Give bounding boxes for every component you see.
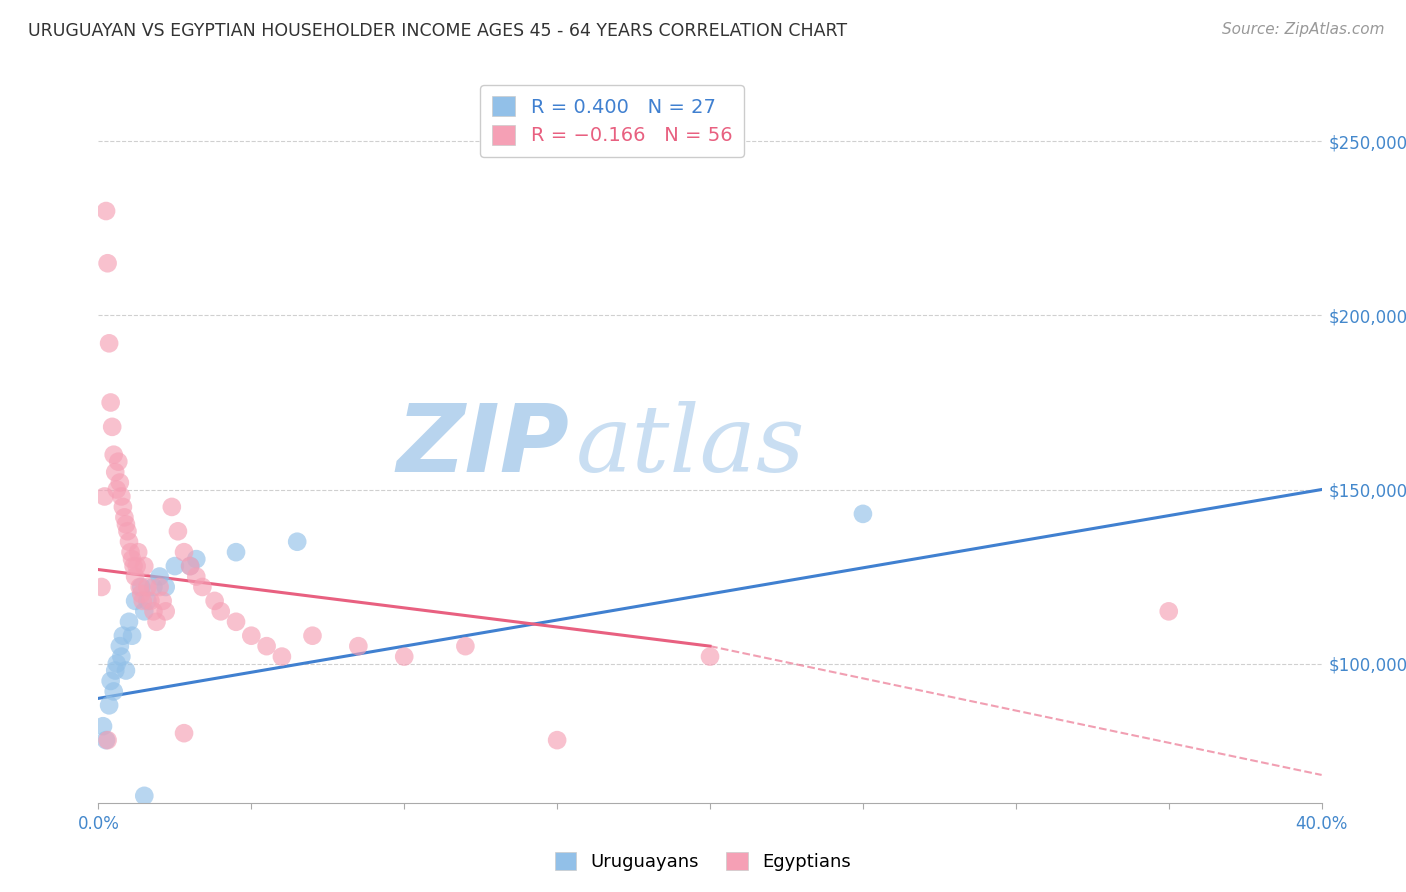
- Point: [121, 629, 143, 643]
- Point: [98, 336, 121, 351]
- Point: [699, 649, 721, 664]
- Point: [191, 580, 214, 594]
- Point: [108, 639, 131, 653]
- Point: [392, 649, 416, 664]
- Point: [110, 649, 132, 664]
- Point: [240, 629, 263, 643]
- Point: [94, 733, 117, 747]
- Point: [179, 559, 201, 574]
- Point: [100, 673, 122, 688]
- Point: [104, 664, 127, 678]
- Point: [129, 587, 152, 601]
- Point: [301, 629, 323, 643]
- Point: [98, 698, 121, 713]
- Point: [97, 733, 120, 747]
- Point: [139, 594, 162, 608]
- Text: ZIP: ZIP: [396, 400, 569, 492]
- Point: [186, 569, 208, 583]
- Point: [118, 615, 141, 629]
- Point: [129, 580, 152, 594]
- Point: [173, 545, 195, 559]
- Point: [128, 580, 150, 594]
- Point: [105, 483, 128, 497]
- Point: [173, 726, 195, 740]
- Point: [132, 594, 155, 608]
- Point: [90, 580, 112, 594]
- Point: [149, 580, 172, 594]
- Point: [100, 395, 122, 409]
- Point: [270, 649, 294, 664]
- Point: [101, 420, 124, 434]
- Point: [204, 594, 226, 608]
- Point: [167, 524, 190, 539]
- Legend: R = 0.400   N = 27, R = −0.166   N = 56: R = 0.400 N = 27, R = −0.166 N = 56: [481, 85, 744, 157]
- Point: [256, 639, 278, 653]
- Point: [104, 465, 127, 479]
- Point: [152, 594, 174, 608]
- Point: [134, 559, 156, 574]
- Point: [93, 490, 115, 504]
- Point: [91, 719, 114, 733]
- Point: [145, 615, 167, 629]
- Point: [1157, 604, 1180, 618]
- Point: [115, 664, 138, 678]
- Point: [546, 733, 568, 747]
- Legend: Uruguayans, Egyptians: Uruguayans, Egyptians: [547, 845, 859, 879]
- Point: [103, 684, 125, 698]
- Point: [118, 534, 141, 549]
- Point: [136, 580, 159, 594]
- Point: [186, 552, 208, 566]
- Point: [142, 580, 165, 594]
- Point: [108, 475, 131, 490]
- Point: [134, 604, 156, 618]
- Point: [454, 639, 477, 653]
- Point: [103, 448, 125, 462]
- Point: [127, 545, 149, 559]
- Point: [120, 545, 142, 559]
- Point: [111, 500, 134, 514]
- Point: [347, 639, 370, 653]
- Point: [112, 510, 135, 524]
- Point: [225, 545, 247, 559]
- Point: [94, 204, 117, 219]
- Point: [225, 615, 247, 629]
- Point: [179, 559, 201, 574]
- Point: [107, 455, 129, 469]
- Point: [155, 580, 177, 594]
- Point: [122, 559, 145, 574]
- Point: [105, 657, 128, 671]
- Point: [124, 594, 146, 608]
- Point: [134, 789, 156, 803]
- Point: [121, 552, 143, 566]
- Point: [125, 559, 148, 574]
- Point: [149, 569, 172, 583]
- Text: atlas: atlas: [575, 401, 806, 491]
- Point: [155, 604, 177, 618]
- Point: [111, 629, 134, 643]
- Point: [142, 604, 165, 618]
- Point: [97, 256, 120, 270]
- Point: [117, 524, 139, 539]
- Point: [160, 500, 183, 514]
- Point: [163, 559, 186, 574]
- Point: [124, 569, 146, 583]
- Point: [285, 534, 308, 549]
- Point: [209, 604, 232, 618]
- Point: [110, 490, 132, 504]
- Point: [115, 517, 138, 532]
- Point: [852, 507, 875, 521]
- Text: Source: ZipAtlas.com: Source: ZipAtlas.com: [1222, 22, 1385, 37]
- Text: URUGUAYAN VS EGYPTIAN HOUSEHOLDER INCOME AGES 45 - 64 YEARS CORRELATION CHART: URUGUAYAN VS EGYPTIAN HOUSEHOLDER INCOME…: [28, 22, 848, 40]
- Point: [136, 594, 159, 608]
